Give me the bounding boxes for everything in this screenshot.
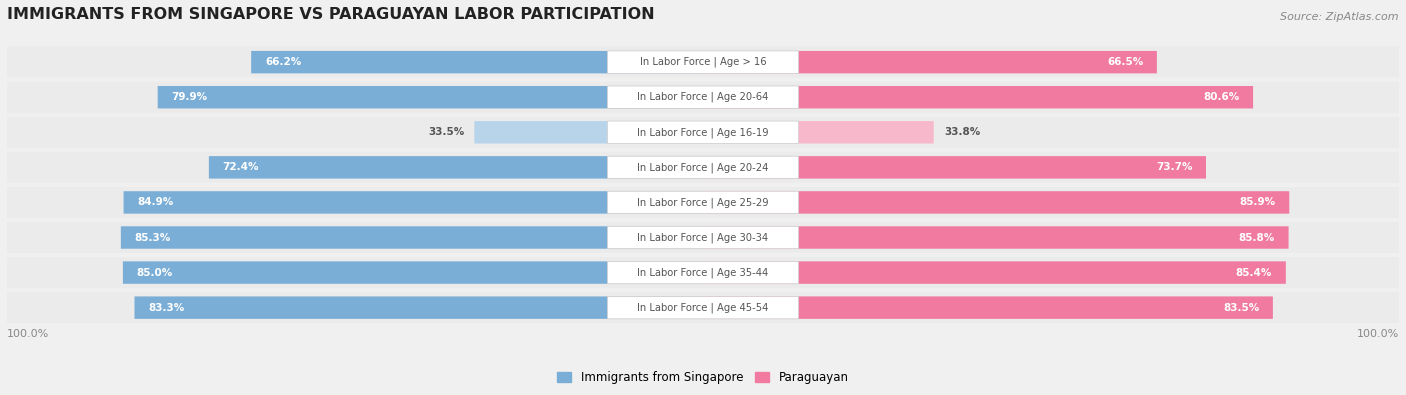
FancyBboxPatch shape [7, 222, 1399, 253]
FancyBboxPatch shape [607, 51, 799, 73]
FancyBboxPatch shape [209, 156, 703, 179]
Text: In Labor Force | Age 16-19: In Labor Force | Age 16-19 [637, 127, 769, 137]
Text: In Labor Force | Age 30-34: In Labor Force | Age 30-34 [637, 232, 769, 243]
Text: 100.0%: 100.0% [7, 329, 49, 339]
FancyBboxPatch shape [607, 296, 799, 319]
FancyBboxPatch shape [703, 191, 1289, 214]
Text: 33.5%: 33.5% [427, 127, 464, 137]
FancyBboxPatch shape [7, 257, 1399, 288]
Text: 85.9%: 85.9% [1240, 198, 1275, 207]
FancyBboxPatch shape [7, 47, 1399, 77]
FancyBboxPatch shape [607, 191, 799, 214]
FancyBboxPatch shape [7, 187, 1399, 218]
FancyBboxPatch shape [7, 292, 1399, 323]
FancyBboxPatch shape [607, 86, 799, 109]
FancyBboxPatch shape [607, 261, 799, 284]
Text: 66.2%: 66.2% [264, 57, 301, 67]
FancyBboxPatch shape [703, 86, 1253, 109]
Text: In Labor Force | Age > 16: In Labor Force | Age > 16 [640, 57, 766, 68]
FancyBboxPatch shape [135, 296, 703, 319]
FancyBboxPatch shape [7, 117, 1399, 148]
Text: 73.7%: 73.7% [1156, 162, 1192, 172]
Text: In Labor Force | Age 45-54: In Labor Force | Age 45-54 [637, 303, 769, 313]
Text: 100.0%: 100.0% [1357, 329, 1399, 339]
Text: 80.6%: 80.6% [1204, 92, 1239, 102]
FancyBboxPatch shape [7, 82, 1399, 113]
Legend: Immigrants from Singapore, Paraguayan: Immigrants from Singapore, Paraguayan [553, 367, 853, 389]
FancyBboxPatch shape [703, 121, 934, 143]
FancyBboxPatch shape [607, 156, 799, 179]
FancyBboxPatch shape [703, 261, 1286, 284]
Text: In Labor Force | Age 20-64: In Labor Force | Age 20-64 [637, 92, 769, 102]
Text: 85.8%: 85.8% [1239, 233, 1275, 243]
Text: IMMIGRANTS FROM SINGAPORE VS PARAGUAYAN LABOR PARTICIPATION: IMMIGRANTS FROM SINGAPORE VS PARAGUAYAN … [7, 7, 655, 22]
Text: 85.0%: 85.0% [136, 267, 173, 278]
FancyBboxPatch shape [7, 152, 1399, 183]
Text: 84.9%: 84.9% [138, 198, 173, 207]
Text: 72.4%: 72.4% [222, 162, 259, 172]
Text: In Labor Force | Age 20-24: In Labor Force | Age 20-24 [637, 162, 769, 173]
Text: Source: ZipAtlas.com: Source: ZipAtlas.com [1281, 12, 1399, 22]
FancyBboxPatch shape [703, 51, 1157, 73]
FancyBboxPatch shape [122, 261, 703, 284]
FancyBboxPatch shape [124, 191, 703, 214]
Text: 66.5%: 66.5% [1107, 57, 1143, 67]
FancyBboxPatch shape [157, 86, 703, 109]
FancyBboxPatch shape [703, 156, 1206, 179]
Text: 85.3%: 85.3% [135, 233, 170, 243]
FancyBboxPatch shape [703, 296, 1272, 319]
Text: 83.5%: 83.5% [1223, 303, 1260, 313]
FancyBboxPatch shape [252, 51, 703, 73]
FancyBboxPatch shape [607, 121, 799, 143]
FancyBboxPatch shape [607, 226, 799, 249]
Text: In Labor Force | Age 35-44: In Labor Force | Age 35-44 [637, 267, 769, 278]
Text: 85.4%: 85.4% [1236, 267, 1272, 278]
Text: 83.3%: 83.3% [148, 303, 184, 313]
FancyBboxPatch shape [703, 226, 1288, 249]
FancyBboxPatch shape [474, 121, 703, 143]
Text: In Labor Force | Age 25-29: In Labor Force | Age 25-29 [637, 197, 769, 208]
Text: 33.8%: 33.8% [943, 127, 980, 137]
FancyBboxPatch shape [121, 226, 703, 249]
Text: 79.9%: 79.9% [172, 92, 208, 102]
